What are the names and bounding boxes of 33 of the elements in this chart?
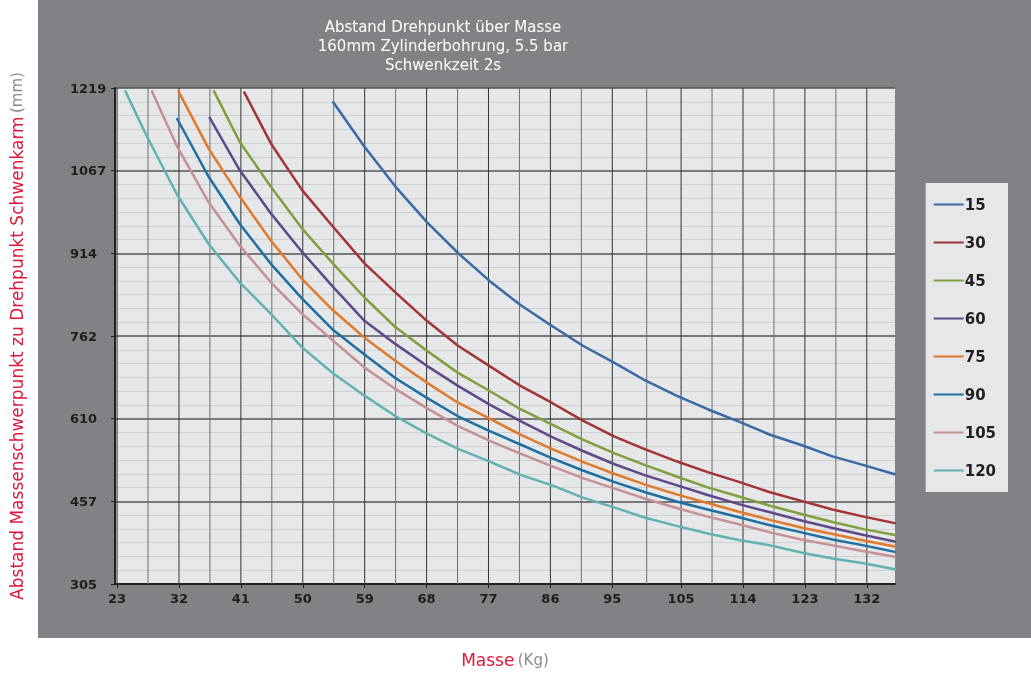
line-series — [332, 100, 897, 476]
legend-label: 90 — [964, 385, 986, 404]
y-tick-label: 457 — [70, 493, 98, 509]
x-axis-title: Masse (Kg) — [461, 649, 549, 670]
x-tick-label: 32 — [169, 591, 189, 606]
x-tick-label: 68 — [417, 591, 436, 606]
x-tick-label: 123 — [791, 591, 819, 606]
legend-label: 120 — [964, 461, 996, 480]
legend-label: 60 — [964, 309, 986, 328]
x-tick-label: 132 — [853, 591, 881, 606]
x-tick-label: 86 — [541, 591, 560, 606]
chart-subtitle: 160mm Zylinderbohrung, 5.5 bar Schwenkzeit 2s — [317, 36, 570, 74]
y-tick-label: 1067 — [70, 163, 107, 179]
legend-label: 75 — [964, 347, 986, 366]
y-tick-label: 305 — [70, 576, 98, 592]
chart-title: Abstand Drehpunkt über Masse — [324, 17, 562, 36]
x-tick-label: 114 — [729, 591, 757, 606]
x-tick-label: 50 — [293, 591, 312, 606]
x-tick-label: 95 — [603, 591, 622, 606]
x-tick-label: 41 — [231, 591, 250, 606]
y-tick-label: 914 — [70, 245, 98, 261]
x-tick-label: 105 — [667, 591, 695, 606]
y-tick-label: 1219 — [70, 80, 107, 96]
legend-label: 30 — [964, 233, 986, 252]
x-tick-label: 77 — [479, 591, 498, 606]
y-tick-label: 762 — [70, 328, 98, 344]
legend-label: 15 — [964, 195, 986, 214]
y-axis-title: Abstand Massenschwerpunkt zu Drehpunkt Schwenkarm (mm) — [6, 72, 27, 600]
x-tick-label: 23 — [108, 591, 127, 606]
y-tick-label: 610 — [70, 411, 98, 427]
legend-label: 45 — [964, 271, 986, 290]
legend-label: 105 — [964, 423, 996, 442]
x-tick-label: 59 — [355, 591, 374, 606]
